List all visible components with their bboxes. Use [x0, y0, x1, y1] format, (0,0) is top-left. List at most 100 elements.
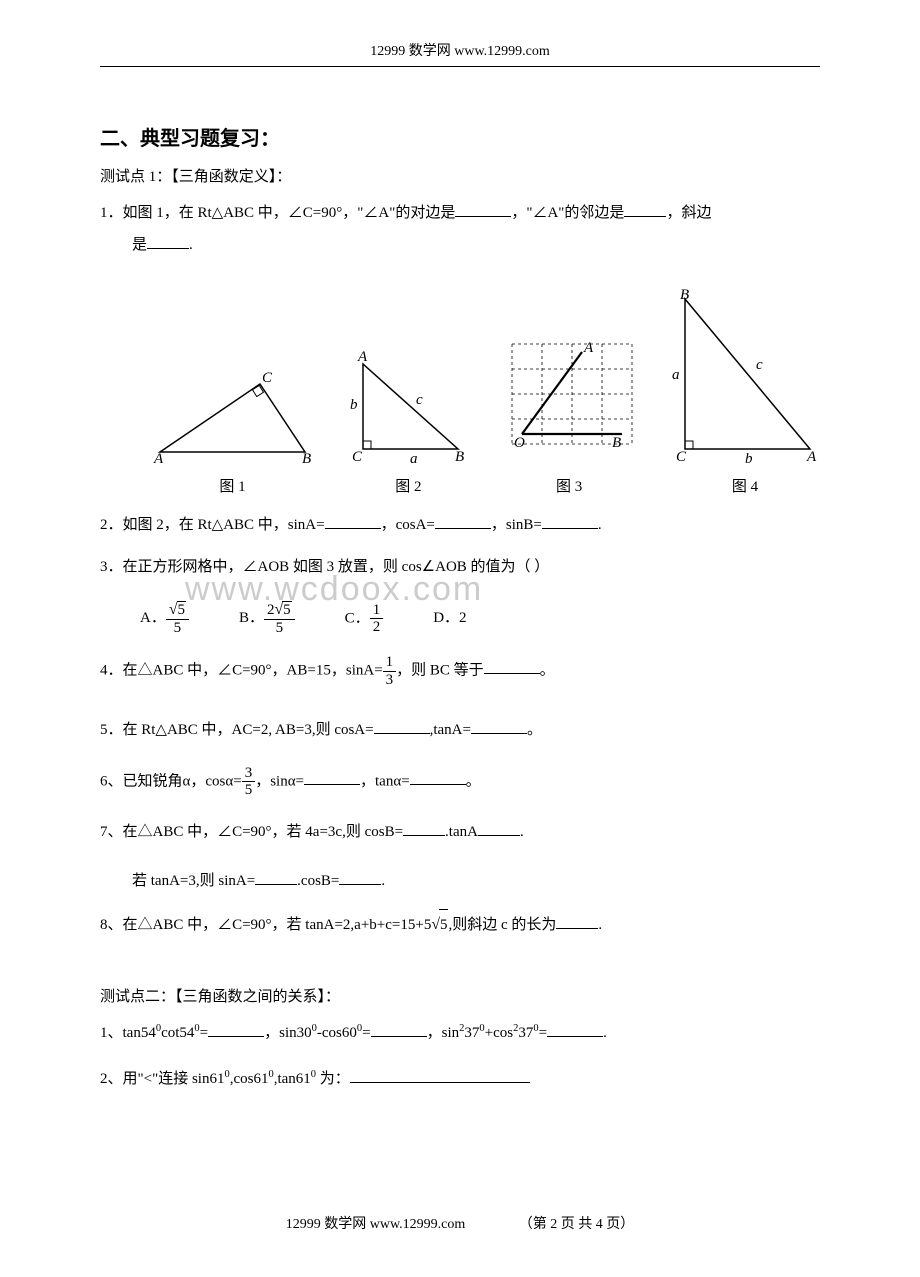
s2-question-2: 2、用"<"连接 sin610,cos610,tan610 为： — [100, 1064, 820, 1096]
blank — [325, 513, 381, 530]
q6-d: 。 — [466, 773, 481, 789]
fraction: 13 — [383, 654, 397, 688]
question-8: 8、在△ABC 中，∠C=90°，若 tanA=2,a+b+c=15+55,则斜… — [100, 908, 820, 942]
q5-b: ,tanA= — [430, 722, 471, 738]
question-7: 7、在△ABC 中，∠C=90°，若 4a=3c,则 cosB= .tanA. 若… — [100, 817, 820, 898]
q3-opt-a-label: A． — [140, 610, 166, 626]
question-5: 5．在 Rt△ABC 中，AC=2, AB=3,则 cosA= ,tanA= 。 — [100, 715, 820, 747]
q2-b: ，cosA= — [381, 517, 435, 533]
svg-text:O: O — [514, 435, 525, 451]
q3-options: A．55 B．255 C．12 D．2 — [140, 601, 820, 636]
blank — [542, 513, 598, 530]
svg-text:b: b — [745, 451, 753, 464]
blank — [556, 912, 598, 929]
t: = — [200, 1025, 208, 1041]
t: +cos — [485, 1025, 513, 1041]
blank — [478, 819, 520, 836]
svg-text:C: C — [352, 449, 363, 464]
svg-text:B: B — [455, 449, 464, 464]
blank — [403, 819, 445, 836]
t: ，sin — [427, 1025, 460, 1041]
q2-c: ，sinB= — [491, 517, 542, 533]
blank — [624, 201, 666, 218]
q3-opt-c: C．12 — [345, 602, 384, 636]
blank — [304, 768, 360, 785]
t: . — [603, 1025, 607, 1041]
t: ,tan61 — [274, 1071, 311, 1087]
q7-1b: .tanA — [445, 824, 478, 840]
q7-1a: 7、在△ABC 中，∠C=90°，若 4a=3c,则 cosB= — [100, 824, 403, 840]
blank — [471, 718, 527, 735]
q4-c: 。 — [540, 662, 555, 678]
q7-2c: . — [381, 873, 385, 889]
svg-text:c: c — [416, 392, 423, 408]
svg-text:C: C — [676, 449, 687, 464]
question-2: 2．如图 2，在 Rt△ABC 中，sinA=，cosA=，sinB=. — [100, 510, 820, 542]
blank — [410, 768, 466, 785]
footer-right: （第 2 页 共 4 页） — [519, 1213, 635, 1233]
blank — [350, 1066, 530, 1083]
q3-opt-d: D．2 — [433, 611, 466, 626]
subsection-1-title: 测试点 1：【三角函数定义】： — [100, 165, 820, 186]
q4-a: 4．在△ABC 中，∠C=90°，AB=15，sinA= — [100, 662, 383, 678]
blank — [547, 1021, 603, 1038]
figure-2: A B C a b c — [348, 349, 468, 469]
t: 37 — [518, 1025, 533, 1041]
q1-text-b: ，"∠A"的邻边是 — [511, 205, 624, 221]
q8-b: ,则斜边 c 的长为 — [448, 917, 556, 933]
blank — [339, 869, 381, 886]
q7-1c: . — [520, 824, 524, 840]
svg-text:B: B — [302, 451, 311, 464]
t: = — [362, 1025, 370, 1041]
subsection-2-title: 测试点二：【三角函数之间的关系】： — [100, 985, 820, 1006]
svg-text:A: A — [153, 451, 164, 464]
svg-text:c: c — [756, 357, 763, 373]
q1-text-e: . — [189, 237, 193, 253]
q3-opt-b: B．255 — [239, 601, 295, 636]
svg-text:a: a — [672, 367, 680, 383]
t: 1、tan54 — [100, 1025, 156, 1041]
fig4-caption: 图 4 — [670, 475, 820, 496]
svg-text:A: A — [806, 449, 817, 464]
figure-1: A B C — [150, 364, 315, 469]
blank — [208, 1021, 264, 1038]
blank — [255, 869, 297, 886]
q2-a: 2．如图 2，在 Rt△ABC 中，sinA= — [100, 517, 325, 533]
question-3: 3．在正方形网格中，∠AOB 如图 3 放置，则 cos∠AOB 的值为（ ） — [100, 552, 820, 584]
blank — [455, 201, 511, 218]
question-4: 4．在△ABC 中，∠C=90°，AB=15，sinA=13，则 BC 等于 。 — [100, 654, 820, 688]
svg-text:A: A — [357, 349, 368, 365]
fraction: 35 — [242, 765, 256, 799]
blank — [147, 232, 189, 249]
q1-text-d: 是 — [132, 237, 147, 253]
q7-2b: .cosB= — [297, 873, 339, 889]
q7-2a: 若 tanA=3,则 sinA= — [132, 873, 255, 889]
q3-opt-a: A．55 — [140, 601, 189, 636]
blank — [484, 658, 540, 675]
q5-c: 。 — [527, 722, 542, 738]
t: ,cos61 — [230, 1071, 269, 1087]
fraction: 55 — [166, 601, 189, 636]
t: cot54 — [161, 1025, 194, 1041]
section-title: 二、典型习题复习： — [100, 122, 820, 151]
question-6: 6、已知锐角α，cosα=35，sinα=，tanα=。 — [100, 765, 820, 799]
q3-text: 3．在正方形网格中，∠AOB 如图 3 放置，则 cos∠AOB 的值为（ ） — [100, 559, 549, 575]
q6-c: ，tanα= — [360, 773, 410, 789]
figure-captions: 图 1 图 2 图 3 图 4 — [150, 475, 820, 496]
t: -cos60 — [317, 1025, 357, 1041]
t: = — [539, 1025, 547, 1041]
q1-text-c: ，斜边 — [666, 205, 711, 221]
q4-b: ，则 BC 等于 — [396, 662, 484, 678]
svg-text:B: B — [612, 435, 621, 451]
page-header: 12999 数学网 www.12999.com — [100, 40, 820, 67]
page-footer: 12999 数学网 www.12999.com （第 2 页 共 4 页） — [0, 1213, 920, 1233]
q5-a: 5．在 Rt△ABC 中，AC=2, AB=3,则 cosA= — [100, 722, 374, 738]
blank — [435, 513, 491, 530]
sqrt: 5 — [431, 908, 448, 942]
t: 2、用"<"连接 sin61 — [100, 1071, 224, 1087]
svg-text:C: C — [262, 370, 273, 386]
q3-opt-b-label: B． — [239, 610, 264, 626]
t: 37 — [464, 1025, 479, 1041]
blank — [371, 1021, 427, 1038]
q6-a: 6、已知锐角α，cosα= — [100, 773, 242, 789]
